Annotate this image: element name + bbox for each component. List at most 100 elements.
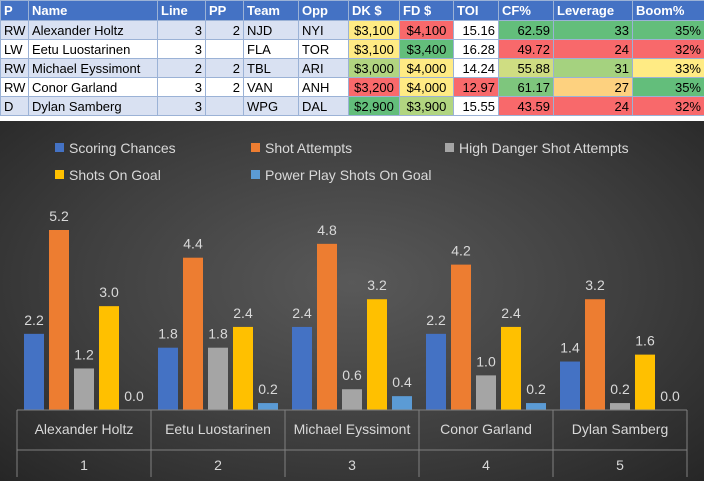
boom-cell: 32% [632, 96, 704, 116]
legend-label: Shots On Goal [69, 167, 161, 183]
dk-salary-cell: $3,100 [348, 20, 400, 40]
toi-cell: 15.55 [453, 96, 499, 116]
team-cell: FLA [243, 39, 299, 59]
bar [451, 264, 471, 410]
bar [426, 333, 446, 410]
category-index-label: 4 [482, 457, 490, 473]
col-header-pp[interactable]: PP [205, 0, 244, 21]
table-row[interactable]: RW Alexander Holtz 3 2 NJD NYI $3,100 $4,100 15.… [0, 20, 704, 40]
leverage-cell: 24 [553, 39, 633, 59]
fd-salary-cell: $4,100 [399, 20, 454, 40]
boom-cell: 33% [632, 58, 704, 78]
bar [342, 389, 362, 410]
cf-cell: 55.88 [498, 58, 554, 78]
data-label: 1.2 [74, 346, 94, 362]
bar [233, 326, 253, 410]
data-label: 3.2 [585, 277, 605, 293]
data-label: 5.2 [49, 208, 69, 224]
bar [526, 403, 546, 410]
position-cell: RW [0, 77, 29, 97]
bar [74, 368, 94, 410]
chart-bars: 2.2 5.2 1.2 3.0 0.0 1.8 4.4 1.8 2.4 0.2 2.4 4.8 0.6 3… [24, 208, 680, 410]
data-label: 4.8 [317, 222, 337, 238]
line-cell: 3 [157, 77, 206, 97]
col-header-line[interactable]: Line [157, 0, 206, 21]
boom-cell: 32% [632, 39, 704, 59]
col-header-fd[interactable]: FD $ [399, 0, 454, 21]
legend-label: Scoring Chances [69, 140, 176, 156]
fd-salary-cell: $3,400 [399, 39, 454, 59]
table-row[interactable]: RW Michael Eyssimont 2 2 TBL ARI $3,000 $4,000 1… [0, 58, 704, 78]
legend-swatch [55, 143, 64, 152]
data-label: 2.2 [24, 312, 44, 328]
bar [317, 243, 337, 410]
opp-cell: ARI [298, 58, 349, 78]
data-label: 0.0 [124, 388, 144, 404]
pp-cell: 2 [205, 77, 244, 97]
data-label: 1.8 [158, 326, 178, 342]
col-header-team[interactable]: Team [243, 0, 299, 21]
position-cell: LW [0, 39, 29, 59]
team-cell: NJD [243, 20, 299, 40]
category-index-label: 5 [616, 457, 624, 473]
data-label: 0.0 [660, 388, 680, 404]
position-cell: D [0, 96, 29, 116]
data-label: 4.4 [183, 236, 203, 252]
col-header-position[interactable]: P [0, 0, 29, 21]
category-label: Conor Garland [440, 421, 532, 437]
dk-salary-cell: $3,100 [348, 39, 400, 59]
col-header-dk[interactable]: DK $ [348, 0, 400, 21]
opp-cell: ANH [298, 77, 349, 97]
boom-cell: 35% [632, 77, 704, 97]
table-row[interactable]: LW Eetu Luostarinen 3 FLA TOR $3,100 $3,400 16.… [0, 39, 704, 59]
name-cell: Eetu Luostarinen [28, 39, 158, 59]
team-cell: TBL [243, 58, 299, 78]
stats-chart: Scoring Chances Shot Attempts High Danger … [0, 121, 704, 481]
legend-swatch [251, 170, 260, 179]
line-cell: 3 [157, 20, 206, 40]
table-row[interactable]: RW Conor Garland 3 2 VAN ANH $3,200 $4,000 12.97… [0, 77, 704, 97]
col-header-toi[interactable]: TOI [453, 0, 499, 21]
col-header-opp[interactable]: Opp [298, 0, 349, 21]
data-label: 3.0 [99, 284, 119, 300]
data-label: 2.4 [233, 305, 253, 321]
col-header-name[interactable]: Name [28, 0, 158, 21]
bar [610, 403, 630, 410]
data-label: 0.2 [610, 381, 630, 397]
toi-cell: 14.24 [453, 58, 499, 78]
leverage-cell: 33 [553, 20, 633, 40]
boom-cell: 35% [632, 20, 704, 40]
line-cell: 3 [157, 96, 206, 116]
cf-cell: 43.59 [498, 96, 554, 116]
category-label: Alexander Holtz [35, 421, 134, 437]
name-cell: Michael Eyssimont [28, 58, 158, 78]
position-cell: RW [0, 20, 29, 40]
toi-cell: 15.16 [453, 20, 499, 40]
team-cell: WPG [243, 96, 299, 116]
category-index-label: 3 [348, 457, 356, 473]
category-index-label: 2 [214, 457, 222, 473]
name-cell: Alexander Holtz [28, 20, 158, 40]
chart-legend: Scoring Chances Shot Attempts High Danger … [55, 140, 629, 183]
table-row[interactable]: D Dylan Samberg 3 WPG DAL $2,900 $3,900 15.55 43… [0, 96, 704, 116]
col-header-boom[interactable]: Boom% [632, 0, 704, 21]
legend-label: Power Play Shots On Goal [265, 167, 432, 183]
data-label: 2.4 [292, 305, 312, 321]
bar [476, 375, 496, 410]
bar [392, 396, 412, 410]
data-label: 3.2 [367, 277, 387, 293]
category-label: Michael Eyssimont [294, 421, 411, 437]
col-header-cf[interactable]: CF% [498, 0, 554, 21]
leverage-cell: 24 [553, 96, 633, 116]
category-index-label: 1 [80, 457, 88, 473]
dk-salary-cell: $3,200 [348, 77, 400, 97]
col-header-leverage[interactable]: Leverage [553, 0, 633, 21]
data-label: 2.2 [426, 312, 446, 328]
dk-salary-cell: $3,000 [348, 58, 400, 78]
data-label: 4.2 [451, 243, 471, 259]
category-label: Dylan Samberg [572, 421, 669, 437]
legend-swatch [445, 143, 454, 152]
toi-cell: 12.97 [453, 77, 499, 97]
position-cell: RW [0, 58, 29, 78]
line-cell: 2 [157, 58, 206, 78]
